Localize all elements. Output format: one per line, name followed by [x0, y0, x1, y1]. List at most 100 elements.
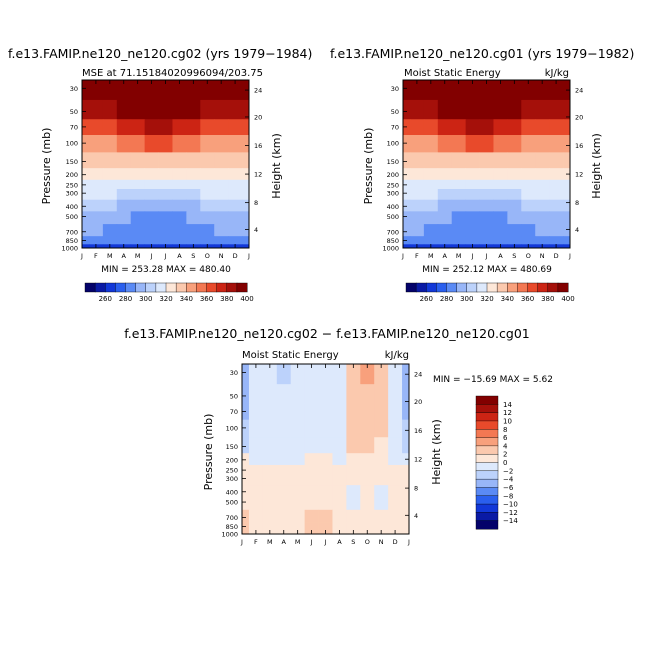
- heatmap-cell: [242, 384, 250, 405]
- colorbar: [475, 395, 499, 530]
- heatmap-cell: [493, 224, 508, 237]
- y-tick-label: 300: [66, 190, 78, 198]
- heatmap-cell: [304, 485, 319, 498]
- heatmap-cell: [360, 485, 375, 498]
- heatmap-cell: [186, 199, 201, 212]
- y-tick-label: 150: [387, 158, 399, 166]
- heatmap-cell: [402, 474, 410, 486]
- heatmap-cell: [200, 99, 215, 120]
- colorbar-label: 380: [220, 295, 233, 303]
- colorbar-box: [475, 429, 499, 439]
- heatmap-cell: [130, 179, 146, 190]
- heatmap-cell: [374, 384, 389, 405]
- heatmap-cell: [360, 496, 375, 511]
- heatmap-cell: [318, 364, 333, 385]
- heatmap-cell: [423, 189, 439, 201]
- heatmap-cell: [423, 152, 439, 169]
- y-axis-label: Pressure (mb): [362, 128, 375, 205]
- heatmap-cell: [465, 189, 480, 201]
- heatmap-cell: [304, 474, 319, 486]
- heatmap-cell: [465, 152, 480, 169]
- heatmap-cell: [521, 224, 536, 237]
- heatmap-cell: [465, 135, 480, 153]
- heatmap-cell: [563, 244, 571, 249]
- y-right-tick-label: 24: [254, 87, 262, 95]
- colorbar-box: [475, 512, 499, 522]
- heatmap-cell: [186, 236, 201, 245]
- y-tick-label: 250: [66, 181, 78, 189]
- heatmap-cell: [521, 199, 536, 212]
- heatmap-cell: [242, 179, 250, 190]
- heatmap-cell: [403, 244, 411, 249]
- heatmap-cell: [465, 119, 480, 136]
- colorbar-label: 380: [541, 295, 554, 303]
- heatmap-cell: [158, 211, 173, 225]
- y-tick-label: 1000: [61, 245, 78, 253]
- y-tick-label: 70: [70, 123, 78, 131]
- heatmap-cell: [451, 135, 467, 153]
- y-tick-label: 200: [66, 171, 78, 179]
- heatmap-cell: [290, 522, 306, 531]
- heatmap-cell: [172, 99, 187, 120]
- heatmap-cell: [144, 236, 159, 245]
- heatmap-cell: [479, 168, 494, 181]
- heatmap-cell: [465, 99, 480, 120]
- y-right-tick-label: 12: [575, 171, 583, 179]
- heatmap-cell: [186, 211, 201, 225]
- heatmap-cell: [437, 152, 453, 169]
- x-tick-label: M: [135, 252, 141, 260]
- heatmap-cell: [388, 496, 403, 511]
- x-tick-label: O: [205, 252, 210, 260]
- heatmap-cell: [374, 453, 389, 466]
- x-tick-label: A: [177, 252, 182, 260]
- heatmap-cell: [549, 99, 564, 120]
- heatmap-cell: [248, 485, 264, 498]
- heatmap-cell: [242, 236, 250, 245]
- x-tick-label: J: [568, 252, 571, 260]
- y-tick-label: 50: [391, 108, 399, 116]
- heatmap-cell: [423, 224, 439, 237]
- heatmap-cell: [318, 509, 333, 523]
- heatmap-cell: [409, 211, 425, 225]
- heatmap-cell: [402, 530, 410, 535]
- heatmap-cell: [437, 119, 453, 136]
- heatmap-cell: [248, 522, 264, 531]
- heatmap-cell: [332, 384, 347, 405]
- colorbar-box: [475, 412, 499, 422]
- y-tick-label: 700: [226, 514, 238, 522]
- heatmap-cell: [409, 224, 425, 237]
- heatmap-cell: [465, 224, 480, 237]
- heatmap-cell: [423, 119, 439, 136]
- heatmap-cell: [507, 135, 522, 153]
- heatmap-cell: [403, 135, 411, 153]
- heatmap-cell: [242, 364, 250, 385]
- heatmap-cell: [437, 168, 453, 181]
- x-tick-label: N: [219, 252, 224, 260]
- heatmap-cell: [214, 168, 229, 181]
- colorbar-label: 12: [503, 409, 512, 417]
- colorbar-label: 360: [521, 295, 534, 303]
- heatmap-cell: [144, 168, 159, 181]
- colorbar-label: −4: [503, 476, 514, 484]
- heatmap-cell: [388, 437, 403, 454]
- heatmap-cell: [290, 403, 306, 421]
- y-tick-label: 700: [387, 228, 399, 236]
- heatmap-cell: [388, 403, 403, 421]
- heatmap-cell: [200, 152, 215, 169]
- heatmap-cell: [549, 199, 564, 212]
- heatmap-cell: [228, 236, 243, 245]
- heatmap-cell: [402, 437, 410, 454]
- heatmap-cell: [521, 119, 536, 136]
- x-tick-label: S: [191, 252, 195, 260]
- heatmap-cell: [82, 80, 90, 101]
- heatmap-cell: [374, 509, 389, 523]
- heatmap-cell: [507, 179, 522, 190]
- heatmap-cell: [403, 199, 411, 212]
- colorbar-box: [475, 495, 499, 505]
- heatmap-cell: [200, 80, 215, 101]
- heatmap-cell: [374, 364, 389, 385]
- heatmap-cell: [262, 464, 278, 475]
- heatmap-cell: [388, 384, 403, 405]
- heatmap-cell: [360, 364, 375, 385]
- heatmap-cell: [276, 464, 292, 475]
